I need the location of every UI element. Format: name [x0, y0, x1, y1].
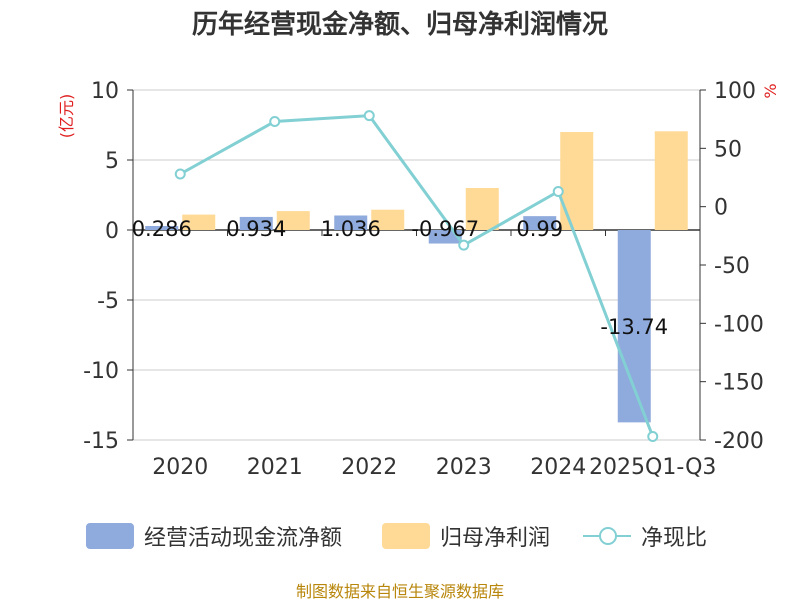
x-axis-tick-label: 2023: [436, 455, 492, 480]
left-axis-tick-label: -5: [97, 289, 119, 314]
legend-label-cashflow: 经营活动现金流净额: [144, 526, 343, 551]
legend-item-netprofit[interactable]: 归母净利润: [382, 520, 550, 552]
left-axis-unit: (亿元): [57, 94, 76, 139]
left-axis-tick-label: 0: [105, 219, 119, 244]
bar-netprofit-2025Q1-Q3: [654, 131, 688, 230]
right-axis-tick-label: -100: [714, 312, 764, 337]
left-axis-tick-label: -15: [83, 429, 119, 454]
data-label-cashflow: -13.74: [600, 315, 668, 339]
legend-label-ratio: 净现比: [641, 526, 708, 551]
legend-label-netprofit: 归母净利润: [440, 526, 551, 551]
x-axis-tick-label: 2025Q1-Q3: [589, 455, 716, 480]
x-axis-tick-label: 2020: [152, 455, 208, 480]
right-axis-unit: %: [761, 83, 780, 98]
point-cash-ratio-2022: [363, 110, 375, 122]
legend-item-cashflow[interactable]: 经营活动现金流净额: [86, 520, 342, 552]
right-axis-tick-label: -150: [714, 371, 764, 396]
data-label-cashflow: -0.967: [411, 217, 479, 241]
legend-item-ratio[interactable]: 净现比: [583, 520, 707, 552]
legend-line-ratio-icon: [583, 523, 631, 549]
bar-cashflow-2022: [334, 215, 368, 230]
bar-cashflow-2020: [145, 225, 179, 230]
point-cash-ratio-2024: [552, 186, 564, 197]
data-label-cashflow: 0.286: [132, 217, 192, 241]
point-cash-ratio-2020: [174, 168, 186, 180]
legend-swatch-netprofit: [382, 523, 430, 549]
data-label-cashflow: 1.036: [321, 217, 381, 241]
left-axis-tick-label: 5: [105, 149, 119, 174]
line-cash-ratio: [179, 114, 655, 438]
legend-swatch-cashflow: [86, 523, 134, 549]
point-cash-ratio-2023: [458, 239, 470, 251]
bar-cashflow-2021: [239, 216, 273, 230]
right-axis-tick-label: 0: [714, 196, 728, 221]
data-label-cashflow: 0.99: [516, 217, 563, 241]
x-axis-tick-label: 2021: [247, 455, 303, 480]
x-axis-tick-label: 2022: [341, 455, 397, 480]
bar-netprofit-2024: [560, 132, 594, 230]
point-cash-ratio-2021: [269, 116, 281, 127]
bar-netprofit-2021: [276, 211, 310, 230]
left-axis-tick-label: -10: [83, 359, 119, 384]
right-axis-tick-label: 100: [714, 79, 756, 104]
right-axis-tick-label: -50: [714, 254, 750, 279]
left-axis-tick-label: 10: [91, 79, 119, 104]
bar-netprofit-2022: [371, 209, 405, 230]
data-source: 制图数据来自恒生聚源数据库: [295, 582, 504, 601]
bar-netprofit-2023: [465, 188, 499, 230]
right-axis-tick-label: 50: [714, 137, 742, 162]
x-axis-tick-label: 2024: [530, 455, 586, 480]
bar-netprofit-2020: [182, 214, 216, 230]
chart-title: 历年经营现金净额、归母净利润情况: [191, 10, 608, 40]
bar-cashflow-2024: [523, 216, 557, 230]
legend: 经营活动现金流净额 归母净利润 净现比: [0, 520, 800, 552]
right-axis-tick-label: -200: [714, 429, 764, 454]
data-label-cashflow: 0.934: [226, 217, 286, 241]
chart-area: 1050-5-10-15100500-50-100-150-200(亿元)%20…: [57, 79, 780, 480]
point-cash-ratio-2025Q1-Q3: [647, 431, 659, 442]
